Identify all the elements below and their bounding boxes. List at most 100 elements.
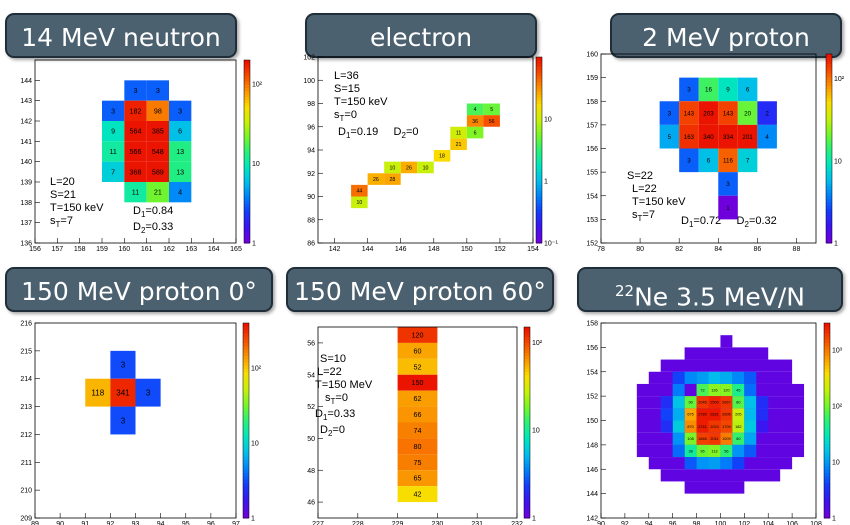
- cell-value-label: 6: [178, 128, 182, 136]
- colorbar-segment: [524, 336, 530, 341]
- colorbar-segment: [536, 208, 542, 213]
- colorbar-segment: [244, 96, 250, 101]
- x-tick-label: 160: [118, 246, 130, 253]
- cell-value-label: 108: [687, 437, 693, 441]
- chart-1: 10 44 26 28 10 26 10 18 21 11 6 36 56 4 5 142 144 146 148 1…: [303, 55, 558, 254]
- colorbar-segment: [824, 342, 830, 347]
- colorbar-segment: [826, 110, 832, 115]
- y-tick-label: 100: [303, 78, 315, 85]
- colorbar-segment: [536, 75, 542, 80]
- cell-value-label: 44: [356, 189, 362, 195]
- annotation-L: L=20: [50, 176, 75, 188]
- annotation-block-60deg: S=10 L=22 T=150 MeV sT=0 D1=0.33 D2=0: [315, 353, 372, 441]
- y-tick-label: 54: [307, 372, 315, 379]
- colorbar-segment: [826, 186, 832, 190]
- colorbar-segment: [824, 375, 830, 379]
- colorbar-segment: [243, 433, 249, 438]
- colorbar-segment: [244, 221, 250, 226]
- heatmap-cell: [367, 173, 385, 185]
- colorbar-tick-label: 1: [832, 516, 836, 523]
- heatmap-cell: [102, 161, 125, 182]
- colorbar-segment: [824, 440, 830, 444]
- colorbar-segment: [824, 449, 830, 454]
- colorbar-segment: [244, 178, 250, 183]
- colorbar-segment: [536, 156, 542, 160]
- heatmap-cell: [102, 141, 125, 162]
- cell-value-label: 341: [116, 388, 130, 397]
- colorbar-segment: [243, 469, 249, 473]
- colorbar-segment: [524, 371, 530, 376]
- cell-value-label: 3: [156, 87, 160, 95]
- heatmap-cell: [744, 408, 757, 421]
- heatmap-cell: [483, 115, 500, 127]
- colorbar-segment: [826, 220, 832, 225]
- colorbar-segment: [536, 63, 542, 67]
- colorbar-segment: [536, 177, 542, 182]
- colorbar-segment: [243, 388, 249, 392]
- cell-value-label: 2006: [722, 413, 730, 417]
- colorbar-frame: [825, 53, 833, 244]
- y-tick-label: 52: [307, 404, 315, 411]
- colorbar-segment: [243, 440, 249, 444]
- cell-value-label: 120: [723, 388, 729, 392]
- colorbar-segment: [524, 505, 530, 509]
- colorbar-segment: [244, 121, 250, 125]
- colorbar-segment: [536, 162, 542, 166]
- colorbar-segment: [824, 414, 830, 418]
- colorbar-segment: [243, 456, 249, 460]
- colorbar-segment: [826, 142, 832, 146]
- colorbar-segment: [244, 236, 250, 241]
- colorbar-segment: [826, 205, 832, 209]
- colorbar-segment: [824, 417, 830, 421]
- colorbar-segment: [524, 330, 530, 334]
- colorbar-segment: [243, 323, 249, 327]
- y-tick-label: 215: [20, 348, 32, 355]
- colorbar-segment: [243, 397, 249, 402]
- colorbar-segment: [826, 227, 832, 231]
- heatmap-cell: [660, 408, 673, 421]
- colorbar-segment: [824, 371, 830, 376]
- cell-value-label: 13: [176, 148, 184, 156]
- y-tick-label: 146: [586, 467, 598, 474]
- colorbar-segment: [524, 428, 530, 433]
- heatmap-cell: [660, 420, 673, 433]
- colorbar-segment: [824, 404, 830, 408]
- heatmap-cell: [450, 138, 467, 150]
- colorbar-segment: [824, 511, 830, 516]
- colorbar-segment: [826, 79, 832, 83]
- y-tick-label: 157: [586, 122, 598, 129]
- colorbar-segment: [826, 129, 832, 134]
- heatmap-cell: [102, 100, 125, 121]
- cell-value-label: 11: [132, 189, 139, 197]
- colorbar-segment: [244, 209, 250, 213]
- colorbar-segment: [536, 100, 542, 104]
- cell-value-label: 126: [711, 388, 717, 392]
- colorbar-segment: [244, 66, 250, 70]
- colorbar-segment: [524, 447, 530, 452]
- heatmap-cell: [684, 444, 697, 458]
- colorbar-segment: [824, 336, 830, 340]
- x-tick-label: 150: [461, 246, 473, 253]
- colorbar-segment: [826, 217, 832, 222]
- colorbar-tick-label: 10²: [832, 403, 843, 410]
- colorbar-segment: [536, 60, 542, 64]
- colorbar-segment: [826, 123, 832, 127]
- colorbar-segment: [826, 132, 832, 137]
- colorbar-segment: [536, 109, 542, 114]
- colorbar-segment: [524, 425, 530, 430]
- heatmap-cell: [672, 444, 685, 458]
- heatmap-cell: [684, 457, 697, 470]
- cell-value-label: 2045: [698, 401, 706, 405]
- annotation-D2: D2=0.32: [736, 215, 777, 230]
- colorbar-segment: [243, 453, 249, 457]
- colorbar-segment: [536, 190, 542, 194]
- cell-value-label: 118: [91, 388, 104, 397]
- colorbar-segment: [244, 218, 250, 223]
- colorbar-segment: [244, 114, 250, 119]
- heatmap-region-row: [684, 347, 769, 360]
- colorbar-segment: [244, 197, 250, 201]
- x-tick-label: 157: [51, 246, 63, 253]
- colorbar-segment: [244, 84, 250, 88]
- colorbar-segment: [824, 352, 830, 356]
- heatmap-cell: [169, 161, 192, 182]
